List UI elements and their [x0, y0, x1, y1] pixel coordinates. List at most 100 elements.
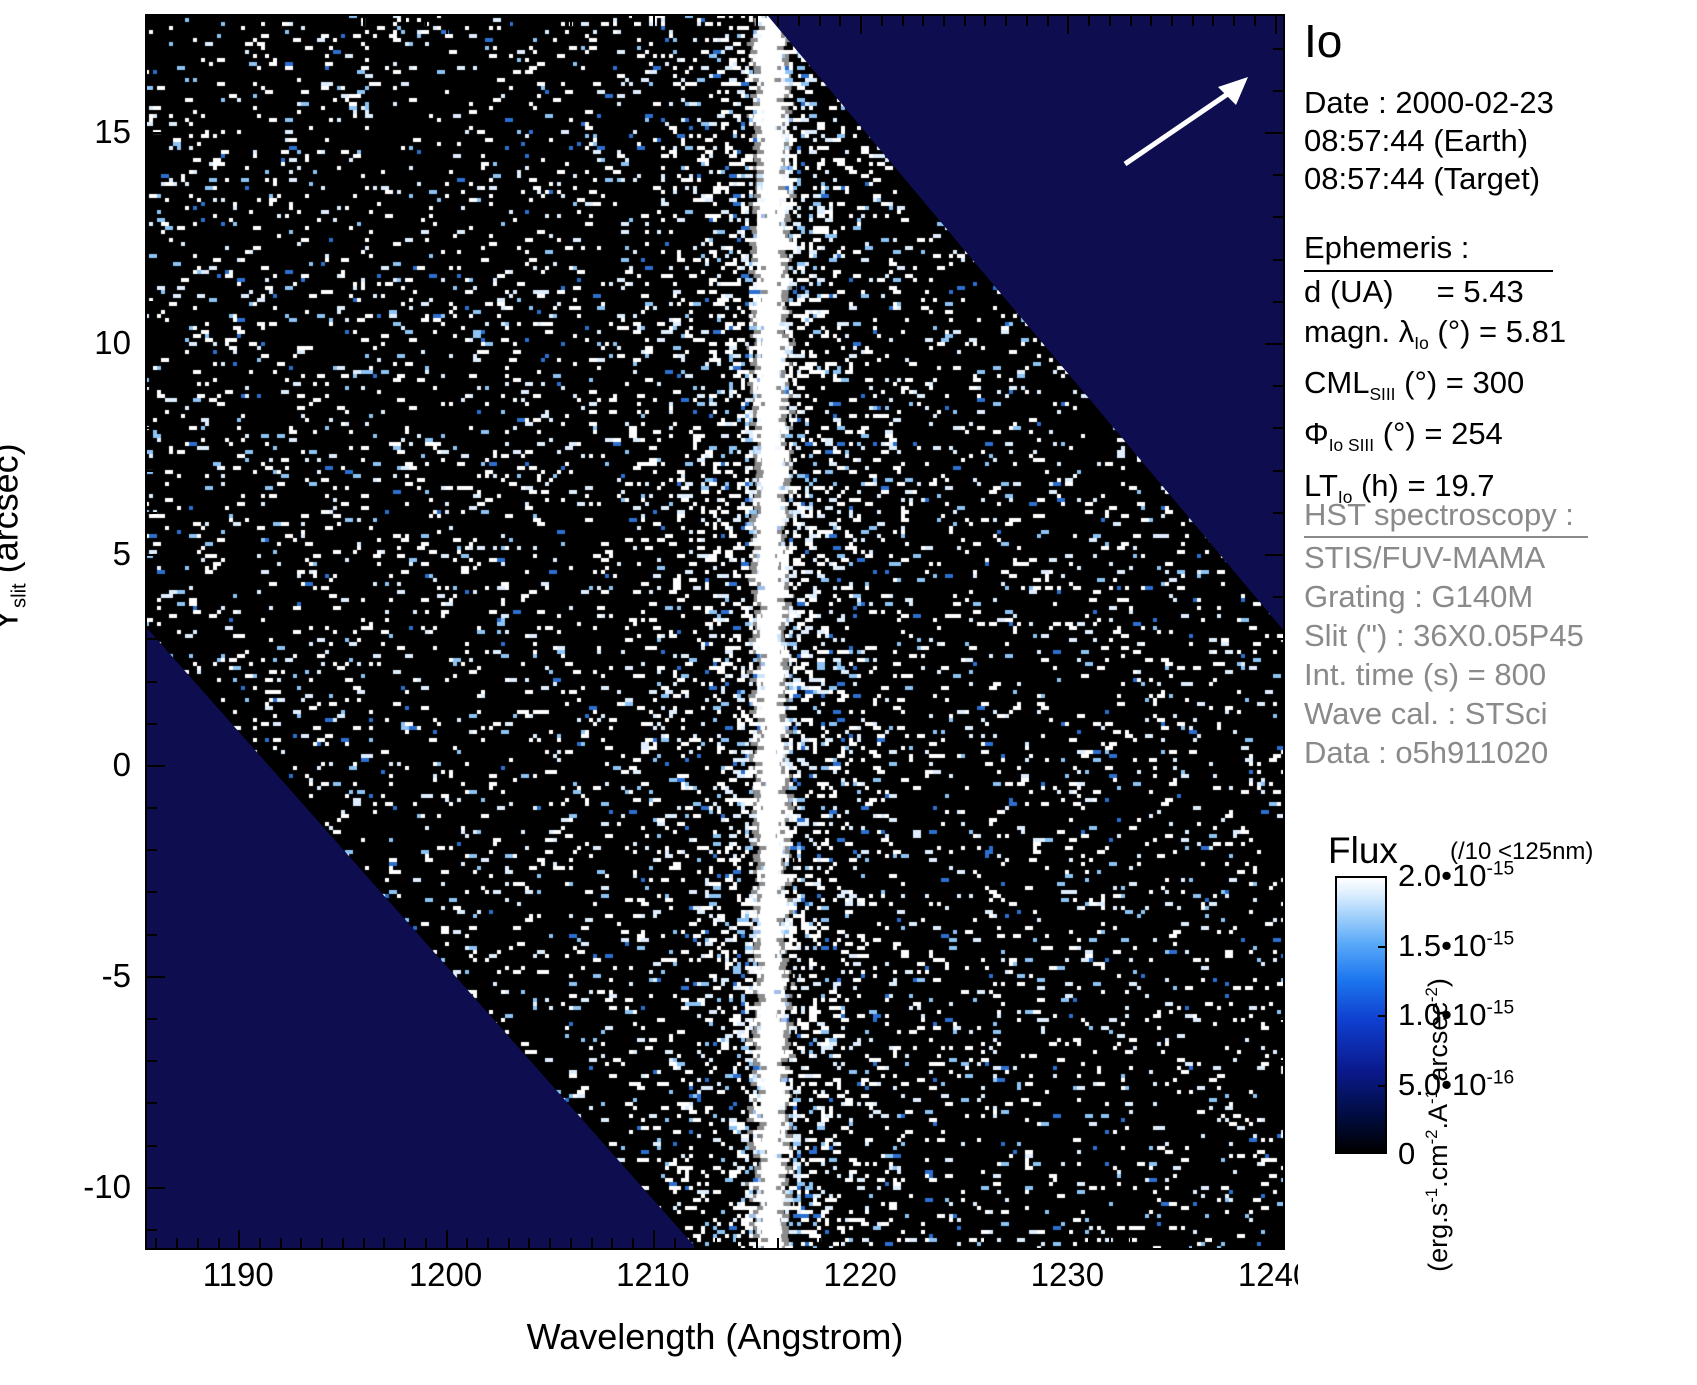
x-tick-minor	[818, 1238, 821, 1250]
x-tick-minor	[611, 1238, 614, 1250]
x-tick-minor	[1067, 1230, 1070, 1250]
y-tick-left	[145, 174, 157, 177]
x-tick-top	[424, 14, 427, 26]
y-tick-left	[145, 469, 157, 472]
ephemeris-row: magn. λIo (°) = 5.81	[1304, 312, 1566, 363]
y-tick-left	[145, 1102, 157, 1105]
y-tick-right	[1273, 47, 1285, 50]
x-tick-minor	[549, 1238, 552, 1250]
info-panel: Io Date : 2000-02-23 08:57:44 (Earth) 08…	[1298, 0, 1697, 1385]
y-tick-right	[1265, 553, 1285, 556]
ephemeris-key: Φ	[1304, 416, 1329, 452]
x-tick-minor	[756, 1238, 759, 1250]
date-line-1: Date : 2000-02-23	[1304, 85, 1554, 120]
x-tick-top	[797, 14, 800, 26]
x-tick-top	[321, 14, 324, 26]
y-tick-right	[1273, 300, 1285, 303]
y-tick-right	[1265, 1186, 1285, 1189]
x-tick-minor	[466, 1238, 469, 1250]
x-tick-minor	[963, 1238, 966, 1250]
y-tick-right	[1273, 849, 1285, 852]
y-tick-left	[145, 1144, 157, 1147]
x-tick-minor	[259, 1238, 261, 1250]
y-axis-label-unit: (arcsec)	[0, 443, 26, 574]
ephemeris-subscript: Io SIII	[1328, 435, 1375, 456]
ephemeris-unit: (°)	[1374, 416, 1416, 452]
hst-line: Data : o5h911020	[1304, 735, 1549, 770]
y-tick-right	[1273, 89, 1285, 92]
x-tick-minor	[1005, 1238, 1008, 1250]
y-tick-left	[145, 891, 157, 894]
x-tick-top	[632, 14, 635, 26]
x-tick-top	[487, 14, 489, 26]
y-tick-left	[145, 807, 157, 810]
x-tick-top	[860, 14, 863, 34]
x-tick-top	[238, 14, 241, 34]
y-tick-right	[1265, 975, 1285, 978]
y-tick-left	[145, 975, 165, 978]
x-tick-top	[528, 14, 531, 26]
x-tick-top	[1274, 14, 1277, 34]
hst-line: Wave cal. : STSci	[1304, 696, 1548, 731]
ephemeris-row: CMLSIII (°) = 300	[1304, 363, 1566, 414]
colorbar-tick-exponent: -15	[1486, 997, 1515, 1019]
ephemeris-unit: (°)	[1428, 314, 1471, 349]
x-tick-label: 1190	[202, 1256, 274, 1293]
x-tick-top	[694, 14, 697, 26]
x-tick-minor	[341, 1238, 344, 1250]
hst-line: Slit (") : 36X0.05P45	[1304, 618, 1584, 653]
colorbar-tick-label: 2.0•10-15	[1398, 858, 1514, 894]
x-tick-top	[362, 14, 365, 26]
x-tick-minor	[176, 1238, 179, 1250]
y-tick-right	[1273, 891, 1285, 894]
colorbar-note: (/10 <125nm)	[1450, 838, 1594, 865]
x-tick-top	[652, 14, 655, 34]
x-tick-top	[196, 14, 199, 26]
x-tick-top	[1005, 14, 1008, 26]
ephemeris-value: = 254	[1415, 416, 1503, 452]
x-tick-top	[1171, 14, 1173, 26]
x-tick-top	[963, 14, 966, 26]
x-tick-minor	[1233, 1238, 1236, 1250]
y-tick-left	[145, 1017, 157, 1020]
x-tick-top	[1150, 14, 1153, 26]
colorbar-tick	[1378, 945, 1387, 948]
colorbar-tick-label: 0	[1398, 1136, 1416, 1171]
y-tick-right	[1273, 638, 1285, 641]
x-tick-minor	[238, 1230, 241, 1250]
colorbar-tick-exponent: -15	[1486, 858, 1515, 880]
x-tick-minor	[590, 1238, 593, 1250]
x-tick-minor	[1108, 1238, 1111, 1250]
x-tick-minor	[735, 1238, 738, 1250]
x-axis-label: Wavelength (Angstrom)	[526, 1316, 904, 1357]
x-tick-minor	[217, 1238, 220, 1250]
x-tick-top	[155, 14, 158, 26]
colorbar-tick-exponent: -16	[1486, 1067, 1515, 1089]
y-tick-right	[1273, 680, 1285, 683]
x-tick-top	[507, 14, 510, 26]
ephemeris-value: = 5.43	[1393, 274, 1524, 309]
x-tick-top	[777, 14, 780, 26]
y-tick-label: 5	[112, 534, 131, 572]
y-tick-left	[145, 849, 157, 852]
ephemeris-row: LTIo (h) = 19.7	[1304, 466, 1566, 517]
hst-lines: STIS/FUV-MAMA Grating : G140M Slit (") : 3…	[1304, 538, 1588, 772]
y-tick-right	[1273, 1102, 1285, 1105]
x-tick-top	[1108, 14, 1111, 26]
y-tick-left	[145, 343, 165, 346]
y-tick-left	[145, 47, 157, 50]
y-tick-label: -5	[101, 956, 131, 994]
x-tick-top	[1046, 14, 1049, 26]
x-tick-top	[818, 14, 821, 26]
y-tick-left	[145, 385, 157, 388]
x-tick-top	[569, 14, 572, 26]
x-tick-minor	[1274, 1230, 1277, 1250]
colorbar-tick-label: 1.0•10-15	[1398, 997, 1514, 1033]
y-axis-label-sub: slit	[8, 583, 31, 608]
y-tick-label: 10	[94, 324, 131, 362]
y-tick-right	[1265, 132, 1285, 135]
x-tick-minor	[424, 1238, 427, 1250]
x-tick-minor	[652, 1230, 655, 1250]
x-tick-top	[984, 14, 987, 26]
